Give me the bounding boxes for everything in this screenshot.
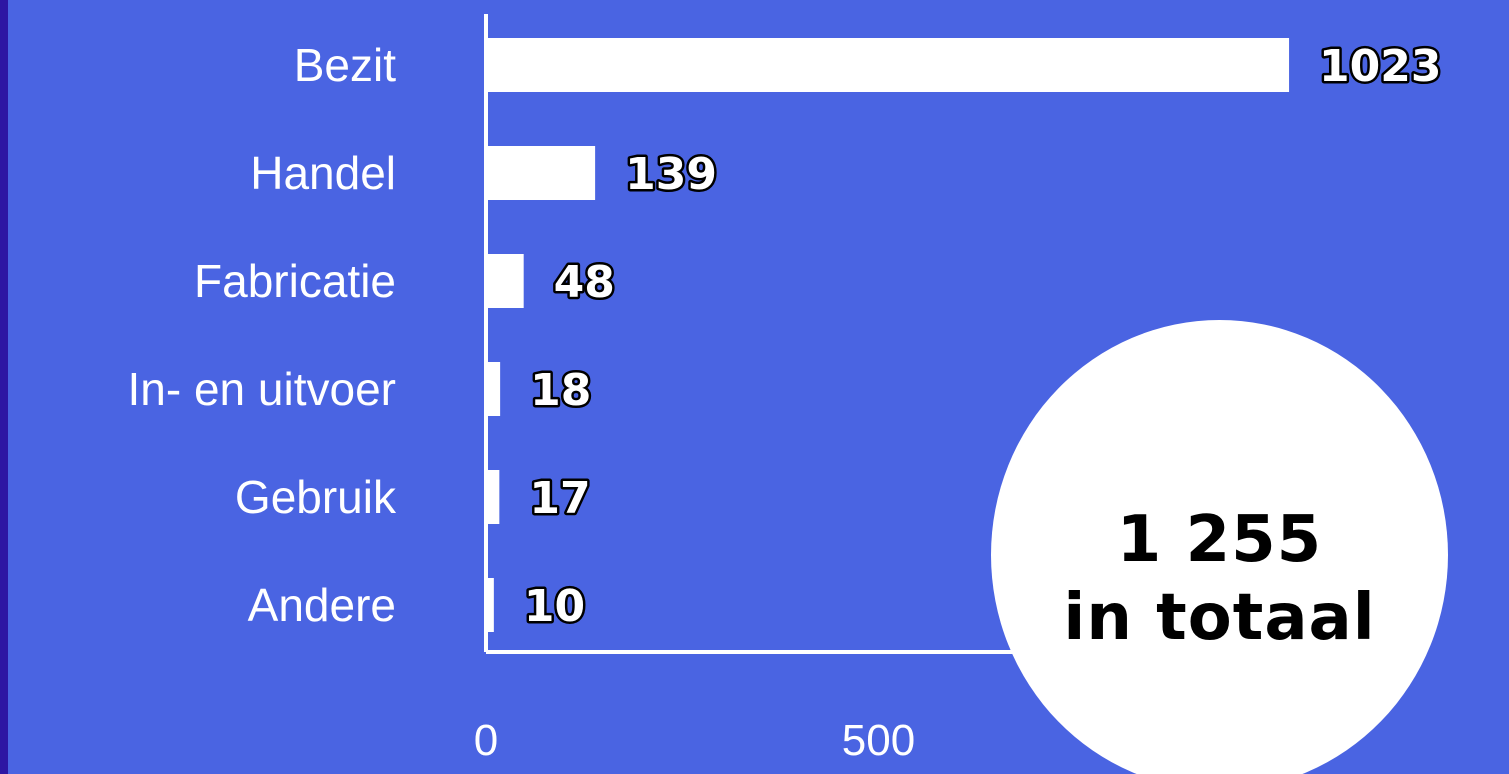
total-number: 1 255 <box>1116 503 1323 577</box>
bar-in-en-uitvoer <box>486 362 501 416</box>
value-labels-group: 1023 139 48 18 17 10 <box>521 39 1444 635</box>
x-tick-label: 0 <box>474 716 498 765</box>
bar-chart: Bezit Handel Fabricatie In- en uitvoer Gebru… <box>128 14 1444 765</box>
bar-andere <box>486 578 494 632</box>
value-label: 17 <box>529 473 590 524</box>
category-label: Andere <box>248 579 396 631</box>
bar-bezit <box>486 38 1290 92</box>
category-label: Handel <box>250 147 396 199</box>
total-text: in totaal <box>1063 581 1376 655</box>
x-tick-label: 500 <box>842 716 915 765</box>
category-label: Bezit <box>294 39 396 91</box>
category-label: In- en uitvoer <box>128 363 396 415</box>
axes-group <box>484 14 1108 654</box>
chart-frame: Bezit Handel Fabricatie In- en uitvoer Gebru… <box>8 0 1509 774</box>
value-label: 1023 <box>1319 41 1441 92</box>
bar-fabricatie <box>486 254 524 308</box>
category-label: Fabricatie <box>194 255 396 307</box>
category-labels-group: Bezit Handel Fabricatie In- en uitvoer Gebru… <box>128 39 397 631</box>
category-label: Gebruik <box>235 471 397 523</box>
total-bubble: 1 255 in totaal <box>991 320 1448 774</box>
value-label: 139 <box>625 149 717 200</box>
value-label: 10 <box>524 581 585 632</box>
value-label: 48 <box>554 257 615 308</box>
bar-gebruik <box>486 470 500 524</box>
tick-labels-group: 0 500 <box>474 716 915 765</box>
value-label: 18 <box>530 365 591 416</box>
bar-handel <box>486 146 596 200</box>
bars-group <box>486 38 1290 632</box>
